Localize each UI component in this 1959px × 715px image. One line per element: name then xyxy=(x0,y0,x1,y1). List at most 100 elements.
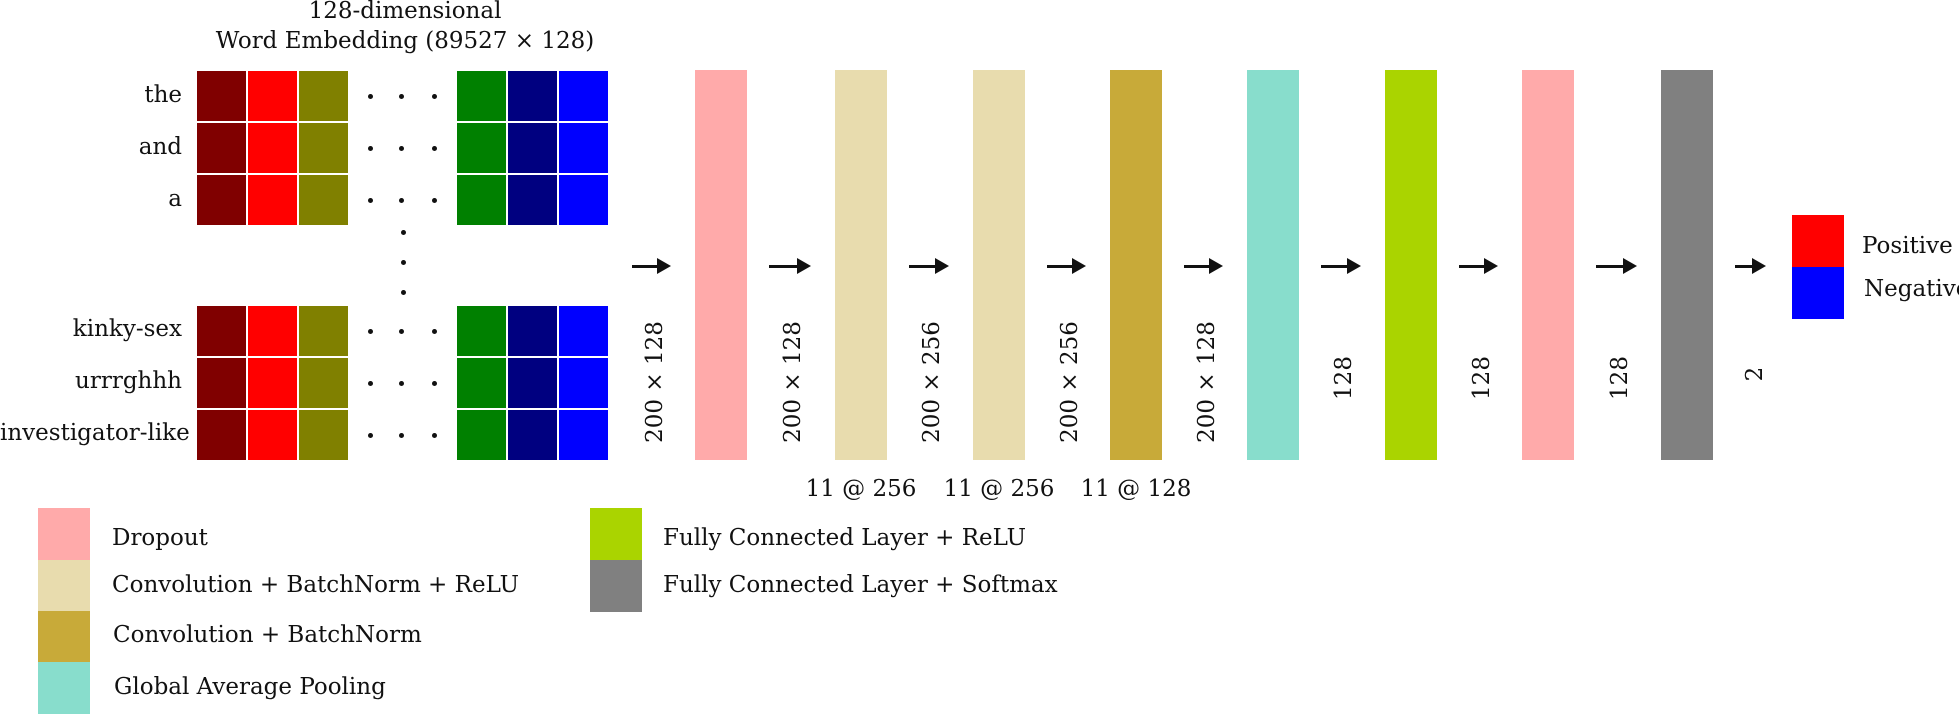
embedding-cell xyxy=(507,70,558,122)
ellipsis-dot xyxy=(399,381,404,386)
ellipsis-dot xyxy=(432,94,437,99)
output-positive-swatch xyxy=(1792,215,1844,267)
embedding-cell xyxy=(298,70,349,122)
embedding-cell xyxy=(298,357,349,409)
embedding-cell xyxy=(456,305,507,357)
ellipsis-dot xyxy=(401,260,406,265)
flow-arrow xyxy=(1321,258,1361,274)
embedding-cell xyxy=(456,409,507,461)
layer-input-dim: 200 × 128 xyxy=(641,321,668,443)
flow-arrow xyxy=(769,258,811,274)
kernel-label: 11 @ 256 xyxy=(943,476,1055,502)
ellipsis-dot xyxy=(368,94,373,99)
layer-block xyxy=(695,70,747,460)
output-positive-label: Positive xyxy=(1862,233,1953,259)
ellipsis-dot xyxy=(401,290,406,295)
layer-input-dim: 128 xyxy=(1468,356,1495,400)
ellipsis-dot xyxy=(399,94,404,99)
embedding-cell xyxy=(298,122,349,174)
legend-swatch xyxy=(590,560,642,612)
ellipsis-dot xyxy=(399,198,404,203)
embedding-cell xyxy=(507,174,558,226)
ellipsis-dot xyxy=(368,329,373,334)
embedding-cell xyxy=(196,174,247,226)
ellipsis-dot xyxy=(368,146,373,151)
legend-swatch xyxy=(38,560,90,612)
embedding-cell xyxy=(456,70,507,122)
embedding-cell xyxy=(558,357,609,409)
output-negative-swatch xyxy=(1792,267,1844,319)
embedding-cell xyxy=(196,70,247,122)
ellipsis-dot xyxy=(368,433,373,438)
kernel-label: 11 @ 256 xyxy=(805,476,917,502)
kernel-label: 11 @ 128 xyxy=(1080,476,1192,502)
embedding-cell xyxy=(196,357,247,409)
embedding-cell xyxy=(558,409,609,461)
embedding-cell xyxy=(247,357,298,409)
ellipsis-dot xyxy=(368,198,373,203)
legend-label: Global Average Pooling xyxy=(114,674,386,700)
embedding-cell xyxy=(456,122,507,174)
embedding-cell xyxy=(247,409,298,461)
flow-arrow xyxy=(1596,258,1637,274)
embedding-cell xyxy=(247,174,298,226)
flow-arrow xyxy=(1459,258,1498,274)
embedding-cell xyxy=(558,122,609,174)
embedding-cell xyxy=(247,70,298,122)
legend-swatch xyxy=(38,662,90,714)
flow-arrow xyxy=(1047,258,1086,274)
embedding-cell xyxy=(558,174,609,226)
word-label: kinky-sex xyxy=(72,316,182,342)
layer-block xyxy=(835,70,887,460)
embedding-cell xyxy=(558,305,609,357)
embedding-cell xyxy=(507,357,558,409)
ellipsis-dot xyxy=(399,433,404,438)
word-label: investigator-like xyxy=(0,420,190,446)
word-label: urrrghhh xyxy=(75,368,182,394)
output-dim: 2 xyxy=(1741,366,1768,382)
layer-input-dim: 128 xyxy=(1331,356,1357,400)
word-label: the xyxy=(144,82,182,108)
layer-block xyxy=(1247,70,1299,460)
embedding-title: 128-dimensional Word Embedding (89527 × … xyxy=(200,0,610,56)
word-label: and xyxy=(138,134,182,160)
ellipsis-dot xyxy=(432,146,437,151)
legend-label: Fully Connected Layer + ReLU xyxy=(663,525,1027,551)
layer-input-dim: 128 xyxy=(1606,356,1633,400)
legend-label: Dropout xyxy=(112,525,208,551)
embedding-cell xyxy=(196,122,247,174)
layer-block xyxy=(1522,70,1574,460)
ellipsis-dot xyxy=(401,230,406,235)
network-diagram: 200 × 128 200 × 128 11 @ 256 200 × 256 11 @ … xyxy=(632,70,1768,502)
ellipsis-dot xyxy=(432,381,437,386)
legend-label: Convolution + BatchNorm xyxy=(113,622,422,648)
ellipsis-dot xyxy=(368,381,373,386)
embedding-cell xyxy=(298,174,349,226)
ellipsis-dot xyxy=(432,198,437,203)
flow-arrow xyxy=(632,258,671,274)
embedding-title-line2: Word Embedding (89527 × 128) xyxy=(215,28,595,54)
embedding-cell xyxy=(507,122,558,174)
embedding-cell xyxy=(456,357,507,409)
embedding-cell xyxy=(196,305,247,357)
output-negative-label: Negative xyxy=(1864,276,1959,302)
embedding-cell xyxy=(507,305,558,357)
legend-label: Convolution + BatchNorm + ReLU xyxy=(112,572,519,598)
legend-swatch xyxy=(38,611,90,663)
ellipsis-dot xyxy=(432,433,437,438)
ellipsis-dot xyxy=(399,146,404,151)
ellipsis-dot xyxy=(399,329,404,334)
layer-input-dim: 200 × 128 xyxy=(780,321,806,443)
layer-block xyxy=(1110,70,1162,460)
flow-arrow xyxy=(909,258,949,274)
embedding-cell xyxy=(456,174,507,226)
legend-swatch xyxy=(38,508,90,560)
embedding-cell xyxy=(247,305,298,357)
word-label: a xyxy=(168,186,182,212)
embedding-cell xyxy=(298,409,349,461)
ellipsis-dot xyxy=(432,329,437,334)
embedding-cell xyxy=(298,305,349,357)
layer-input-dim: 200 × 256 xyxy=(919,321,945,443)
embedding-cell xyxy=(247,122,298,174)
layer-input-dim: 200 × 256 xyxy=(1056,321,1083,443)
